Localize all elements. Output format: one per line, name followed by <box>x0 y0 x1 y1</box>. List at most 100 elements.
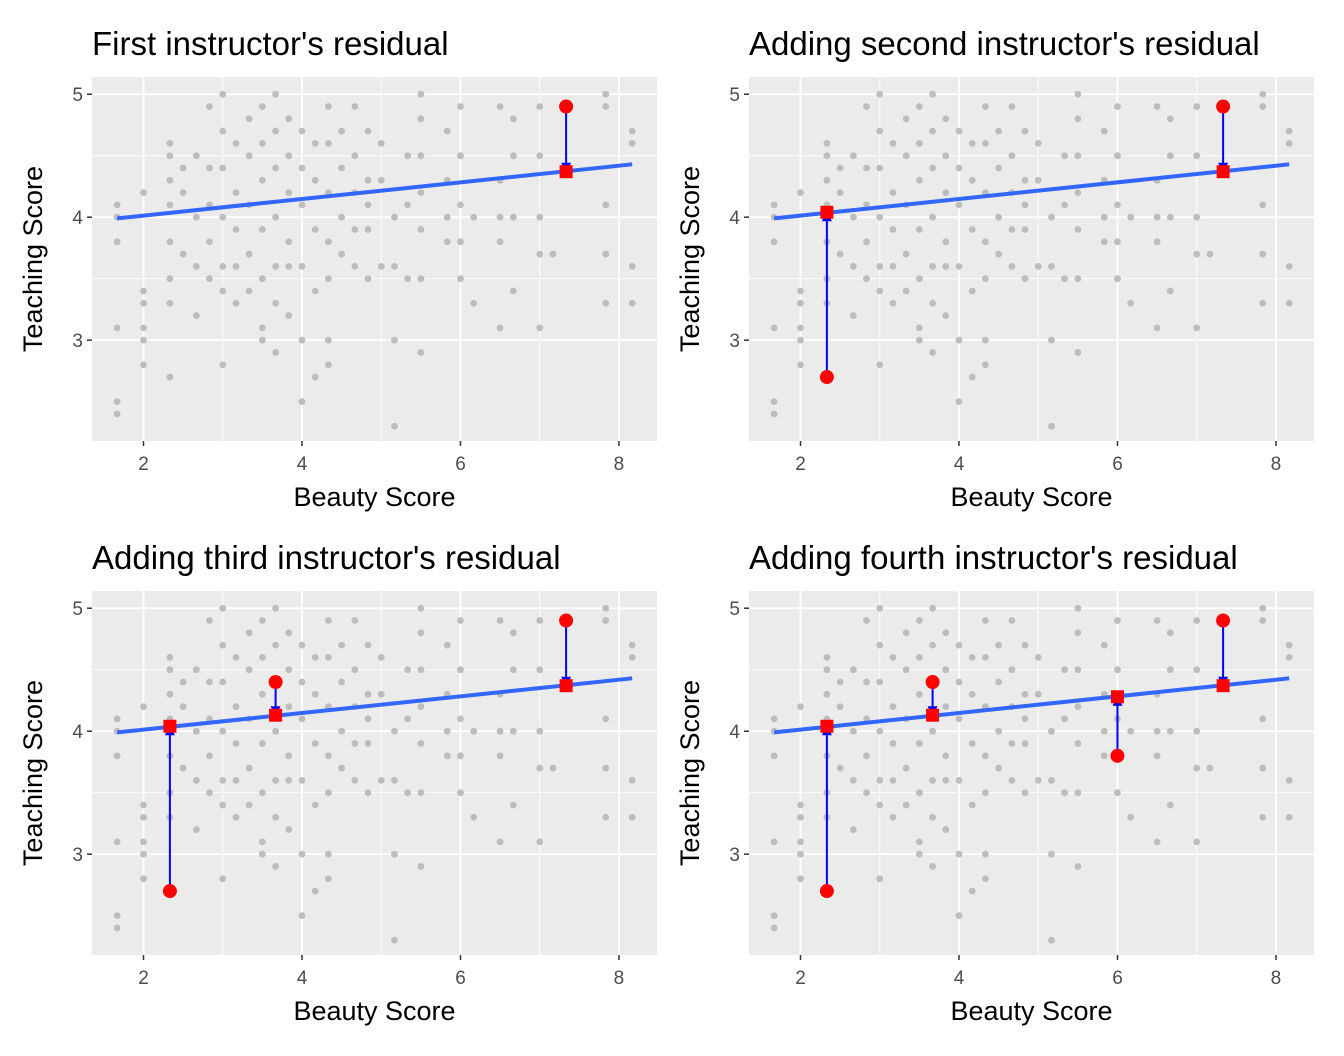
data-point <box>417 666 425 674</box>
data-point <box>942 115 950 123</box>
data-point <box>1285 813 1293 821</box>
data-point <box>298 127 306 135</box>
data-point <box>219 262 227 270</box>
data-point <box>404 201 412 209</box>
data-point <box>1048 336 1055 344</box>
panel-title: Adding second instructor's residual <box>749 25 1260 62</box>
data-point <box>364 740 372 747</box>
x-tick-label: 8 <box>614 968 625 989</box>
data-point <box>1008 103 1016 110</box>
data-point <box>1166 287 1174 295</box>
data-point <box>245 801 253 809</box>
data-point <box>536 764 544 772</box>
data-point <box>245 152 253 160</box>
data-point <box>968 887 976 895</box>
data-point <box>849 152 857 160</box>
data-point <box>1193 324 1201 332</box>
data-point <box>113 838 121 846</box>
data-point <box>258 140 266 147</box>
data-point <box>995 678 1003 686</box>
data-point <box>968 740 976 747</box>
data-point <box>849 727 857 735</box>
data-point <box>955 776 963 784</box>
data-point <box>1100 641 1108 649</box>
data-point <box>876 90 884 98</box>
data-point <box>258 654 266 661</box>
data-point <box>417 226 425 233</box>
data-point <box>351 152 359 160</box>
data-point <box>876 164 884 172</box>
data-point <box>929 127 937 135</box>
data-point <box>1048 422 1055 430</box>
data-point <box>1061 152 1069 160</box>
data-point <box>889 226 897 233</box>
data-point <box>140 838 147 846</box>
data-point <box>929 727 937 735</box>
data-point <box>324 336 332 344</box>
data-point <box>232 189 240 196</box>
data-point <box>1008 617 1016 624</box>
data-point <box>166 152 174 160</box>
data-point <box>995 764 1003 772</box>
data-point <box>417 349 425 356</box>
data-point <box>324 103 332 110</box>
data-point <box>272 164 280 172</box>
data-point <box>113 398 121 406</box>
data-point <box>1074 189 1082 196</box>
data-point <box>113 238 121 246</box>
data-point <box>968 801 976 809</box>
data-point <box>1008 666 1016 674</box>
x-tick-label: 2 <box>138 968 149 989</box>
data-point <box>602 299 610 307</box>
data-point <box>417 275 425 283</box>
data-point <box>1100 127 1108 135</box>
data-point <box>232 813 240 821</box>
data-point <box>192 312 200 319</box>
data-point <box>929 863 937 870</box>
observed-point <box>1110 748 1125 763</box>
data-point <box>457 201 464 209</box>
data-point <box>298 678 306 686</box>
data-point <box>863 164 870 172</box>
data-point <box>272 127 280 135</box>
data-point <box>1048 213 1055 221</box>
y-tick-label: 5 <box>729 599 740 620</box>
fitted-point <box>1216 679 1230 693</box>
data-point <box>797 838 804 846</box>
data-point <box>364 275 372 283</box>
data-point <box>324 654 332 661</box>
data-point <box>628 776 636 784</box>
data-point <box>166 373 174 381</box>
data-point <box>1153 727 1161 735</box>
data-point <box>628 127 636 135</box>
data-point <box>298 776 306 784</box>
data-point <box>377 262 385 270</box>
data-point <box>351 226 359 233</box>
data-point <box>1074 226 1082 233</box>
data-point <box>628 262 636 270</box>
data-point <box>942 826 950 833</box>
x-tick-label: 6 <box>455 454 466 475</box>
panel-title: Adding third instructor's residual <box>92 539 561 576</box>
data-point <box>219 213 227 221</box>
data-point <box>1193 250 1201 258</box>
data-point <box>955 164 963 172</box>
data-point <box>509 213 517 221</box>
data-point <box>955 262 963 270</box>
data-point <box>232 140 240 147</box>
data-point <box>272 641 280 649</box>
y-tick-label: 3 <box>72 331 83 352</box>
data-point <box>166 275 174 283</box>
data-point <box>1034 176 1042 184</box>
data-point <box>797 287 804 295</box>
data-point <box>457 789 464 797</box>
data-point <box>364 641 372 649</box>
data-point <box>876 262 884 270</box>
data-point <box>206 103 213 110</box>
data-point <box>166 140 174 147</box>
plot-background <box>749 591 1314 955</box>
data-point <box>140 299 147 307</box>
data-point <box>443 127 451 135</box>
data-point <box>272 776 280 784</box>
